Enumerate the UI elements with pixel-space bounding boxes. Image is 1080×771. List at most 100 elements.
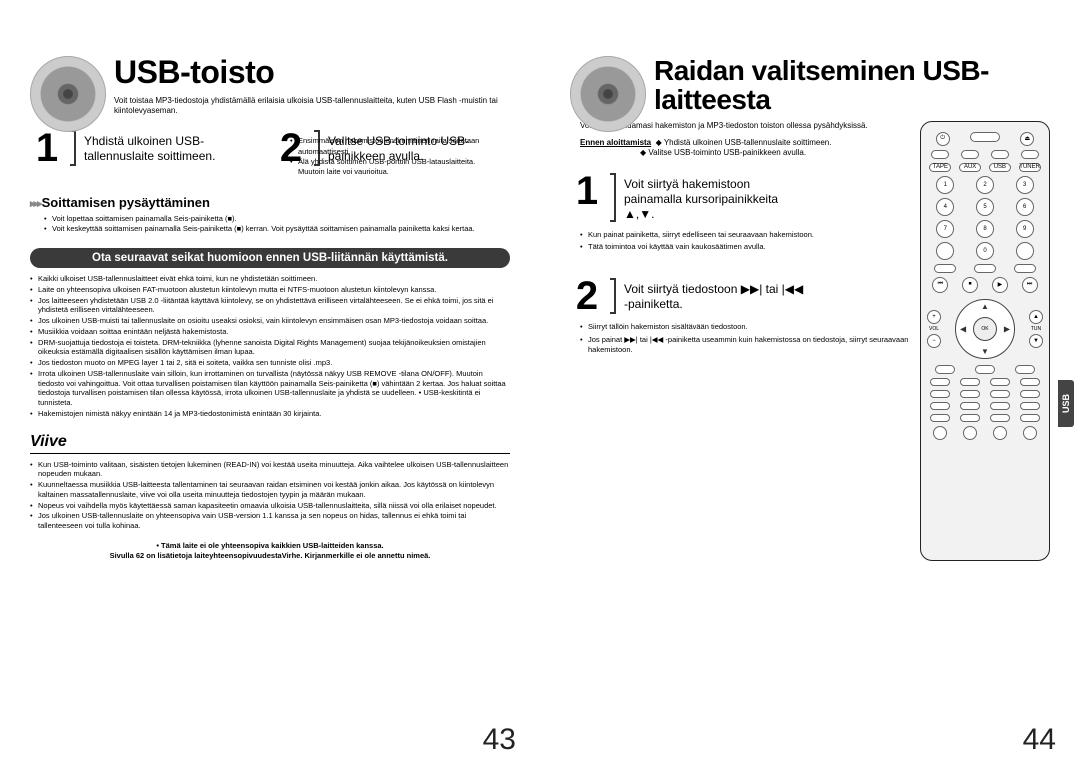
item: Irrota ulkoinen USB-tallennuslaite vain … — [30, 369, 510, 408]
footer-note: • Tämä laite ei ole yhteensopiva kaikkie… — [30, 541, 510, 561]
num-6: 6 — [1016, 198, 1034, 216]
step-number: 1 — [570, 173, 604, 222]
bracket — [610, 173, 616, 222]
stop-icon: ⏹ — [962, 277, 978, 293]
step-number: 2 — [570, 278, 604, 314]
btn — [1020, 378, 1040, 386]
foot-line-1: • Tämä laite ei ole yhteensopiva kaikkie… — [156, 541, 383, 550]
tune-up-icon: ▲ — [1029, 310, 1043, 324]
speaker-graphic — [570, 56, 646, 132]
return-button — [1015, 365, 1035, 374]
step-2-notes: Siirryt tällöin hakemiston sisältävään t… — [580, 322, 910, 354]
stop-line: Voit keskeyttää soittamisen painamalla S… — [44, 224, 510, 234]
num-3: 3 — [1016, 176, 1034, 194]
btn — [1016, 242, 1034, 260]
before-item: Valitse USB-toiminto USB-painikkeen avul… — [648, 148, 806, 157]
btn — [990, 390, 1010, 398]
btn — [1020, 414, 1040, 422]
item: Hakemistojen nimistä näkyy enintään 14 j… — [30, 409, 510, 419]
right-main-column: Voit valita haluamasi hakemiston ja MP3-… — [570, 121, 910, 561]
note: Siirryt tällöin hakemiston sisältävään t… — [580, 322, 910, 332]
page-title-right: Raidan valitseminen USB-laitteesta — [654, 56, 1050, 115]
item: Kun USB-toiminto valitaan, sisäisten tie… — [30, 460, 510, 480]
stop-heading: Soittamisen pysäyttäminen — [30, 195, 510, 210]
eject-icon: ⏏ — [1020, 132, 1034, 146]
item: Jos ulkoinen USB-muisti tai tallennuslai… — [30, 316, 510, 326]
right-columns: Voit valita haluamasi hakemiston ja MP3-… — [570, 121, 1050, 561]
btn — [1020, 390, 1040, 398]
note: Kun painat painiketta, siirryt edellisee… — [580, 230, 910, 240]
nav-ring: ▲ ▼ ◀ ▶ — [955, 299, 1015, 359]
btn — [960, 390, 980, 398]
num-9: 9 — [1016, 220, 1034, 238]
volume-label: VOL — [927, 326, 941, 332]
item: Musiikkia voidaan soittaa enintään neljä… — [30, 327, 510, 337]
aux-button: AUX — [959, 163, 981, 172]
item: DRM-suojattuja tiedostoja ei toisteta. D… — [30, 338, 510, 358]
page-43: USB-toisto Voit toistaa MP3-tiedostoja y… — [0, 0, 540, 771]
bracket — [70, 130, 76, 166]
btn — [960, 378, 980, 386]
btn — [960, 402, 980, 410]
item: Kuunneltaessa musiikkia USB-laitteesta t… — [30, 480, 510, 500]
step-1-text-right: Voit siirtyä hakemistoon painamalla kurs… — [624, 173, 804, 222]
manual-spread: USB-toisto Voit toistaa MP3-tiedostoja y… — [0, 0, 1080, 771]
step-number: 1 — [30, 130, 64, 166]
page-44: Raidan valitseminen USB-laitteesta Voit … — [540, 0, 1080, 771]
stop-lines: Voit lopettaa soittamisen painamalla Sei… — [44, 214, 510, 234]
vol-down-icon: − — [927, 334, 941, 348]
note: Ensimmäisen hakemiston ensimmäinen raita… — [290, 136, 500, 156]
viive-list: Kun USB-toiminto valitaan, sisäisten tie… — [30, 460, 510, 531]
left-arrow-icon: ◀ — [960, 324, 966, 333]
step-2-notes: Ensimmäisen hakemiston ensimmäinen raita… — [290, 136, 500, 177]
step-1-notes: Kun painat painiketta, siirryt edellisee… — [580, 230, 910, 252]
note: Älä yhdistä soittimen USB-porttiin USB-l… — [290, 157, 500, 177]
step-1-text: Yhdistä ulkoinen USB-tallennuslaite soit… — [84, 130, 264, 166]
vol-up-icon: + — [927, 310, 941, 324]
step-2-text-right: Voit siirtyä tiedostoon ▶▶| tai |◀◀ -pai… — [624, 278, 804, 314]
btn — [990, 378, 1010, 386]
btn — [990, 414, 1010, 422]
step-block-2: 2 Voit siirtyä tiedostoon ▶▶| tai |◀◀ -p… — [570, 278, 910, 354]
btn — [991, 150, 1009, 159]
dimmer-button — [1023, 426, 1037, 440]
btn — [961, 150, 979, 159]
play-icon: ▶ — [992, 277, 1008, 293]
btn — [1020, 402, 1040, 410]
usb-button: USB — [989, 163, 1011, 172]
right-arrow-icon: ▶ — [1004, 324, 1010, 333]
tuner-button: TUNER — [1019, 163, 1041, 172]
num-1: 1 — [936, 176, 954, 194]
page-number: 43 — [483, 723, 516, 757]
btn — [990, 402, 1010, 410]
item: Jos ulkoinen USB-tallennuslaite on yhtee… — [30, 511, 510, 531]
num-0: 0 — [976, 242, 994, 260]
step-block-1: 1 Voit siirtyä hakemistoon painamalla ku… — [570, 173, 910, 252]
repeat-button — [1014, 264, 1036, 273]
info-button — [935, 365, 955, 374]
tuning-label: TUN — [1029, 326, 1043, 332]
viive-heading: Viive — [30, 433, 510, 454]
bracket — [610, 278, 616, 314]
next-icon: ⏭ — [1022, 277, 1038, 293]
btn — [936, 242, 954, 260]
step-button — [974, 264, 996, 273]
remote-illustration: ⏻ ⏏ TAPE AUX USB TUNER 123 456 — [920, 121, 1050, 561]
cancel-button — [934, 264, 956, 273]
note: Tätä toimintoa voi käyttää vain kaukosää… — [580, 242, 910, 252]
btn — [931, 150, 949, 159]
btn — [993, 426, 1007, 440]
btn — [930, 390, 950, 398]
num-8: 8 — [976, 220, 994, 238]
foot-line-2: Sivulla 62 on lisätietoja laiteyhteensop… — [110, 551, 431, 560]
page-title-left: USB-toisto — [114, 56, 510, 90]
item: Kaikki ulkoiset USB-tallennuslaitteet ei… — [30, 274, 510, 284]
tape-button: TAPE — [929, 163, 951, 172]
menu-button — [975, 365, 995, 374]
tune-down-icon: ▼ — [1029, 334, 1043, 348]
speaker-graphic — [30, 56, 106, 132]
stop-line: Voit lopettaa soittamisen painamalla Sei… — [44, 214, 510, 224]
power-icon: ⏻ — [936, 132, 950, 146]
btn — [930, 414, 950, 422]
side-tab-usb: USB — [1058, 380, 1074, 427]
